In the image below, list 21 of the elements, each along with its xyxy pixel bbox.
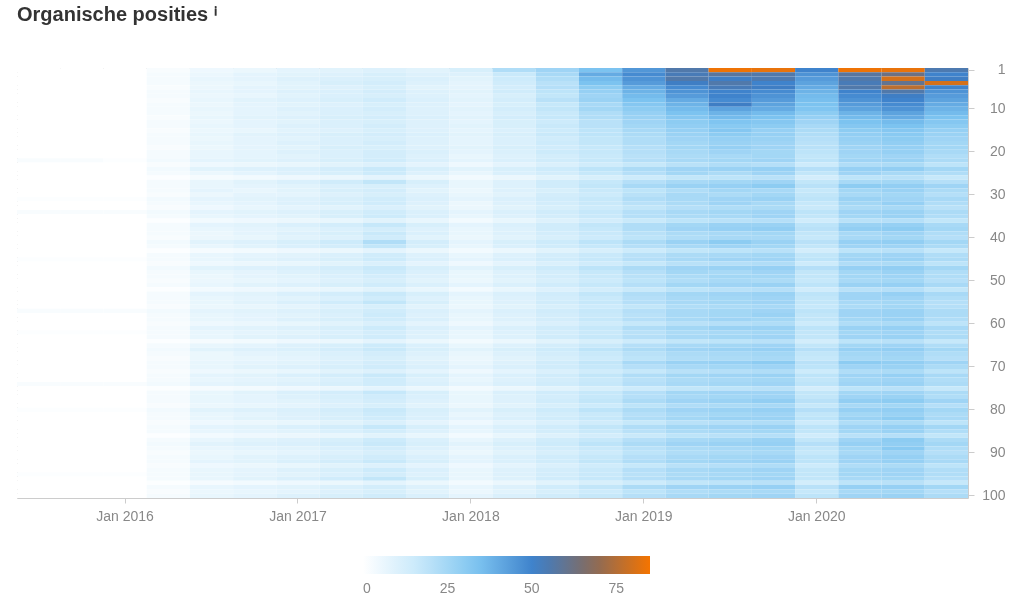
y-tick-label: 90 [989, 443, 1006, 460]
y-tick-label: 30 [989, 185, 1006, 202]
y-tick-label: 20 [989, 142, 1006, 159]
y-tick-label: 80 [989, 400, 1006, 417]
color-bar-label: 25 [439, 580, 456, 596]
y-tick-label: 10 [989, 99, 1006, 116]
y-tick-label: 60 [989, 314, 1006, 331]
color-bar-label: 0 [363, 580, 371, 596]
y-tick-label: 100 [982, 486, 1006, 503]
x-tick-label: Jan 2016 [96, 507, 155, 524]
x-tick-label: Jan 2020 [787, 507, 846, 524]
y-tick-label: 40 [989, 228, 1006, 245]
x-tick-label: Jan 2018 [442, 507, 500, 524]
y-tick-label: 1 [997, 61, 1006, 78]
chart-title: Organische posities ⁱ [17, 2, 217, 25]
color-bar-label: 50 [524, 580, 540, 596]
color-bar-label: 75 [608, 580, 625, 596]
x-tick-label: Jan 2017 [269, 507, 327, 524]
y-tick-label: 50 [989, 271, 1006, 288]
y-tick-label: 70 [989, 357, 1006, 374]
x-tick-label: Jan 2019 [614, 507, 673, 524]
